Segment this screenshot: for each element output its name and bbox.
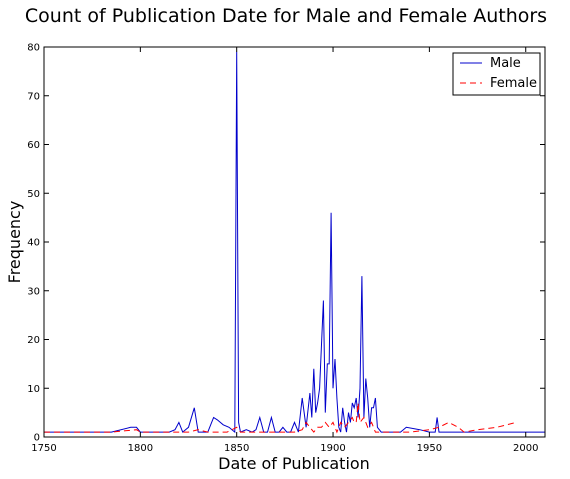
y-tick-label: 20: [27, 335, 40, 346]
plot-area: 1750 1800 1850 1900 1950 2000 0 10 20 30 40 50 60 70 8…: [27, 43, 546, 454]
y-tick-label: 0: [34, 433, 40, 444]
x-tick-label: 1750: [31, 443, 56, 454]
y-tick-label: 50: [27, 189, 40, 200]
series-line-female: [44, 402, 517, 434]
chart-title: Count of Publication Date for Male and F…: [25, 5, 547, 27]
y-tick-label: 40: [27, 238, 40, 249]
x-tick-label: 1850: [224, 443, 249, 454]
x-tick-label: 1900: [320, 443, 345, 454]
x-axis-label: Date of Publication: [218, 454, 370, 473]
legend-label-male: Male: [490, 56, 521, 71]
legend: Male Female: [452, 52, 541, 96]
plot-frame: [43, 46, 546, 438]
legend-label-female: Female: [490, 76, 537, 91]
series-line-male: [44, 51, 545, 434]
x-tick-label: 2000: [513, 443, 538, 454]
legend-frame: [452, 52, 541, 96]
x-tick-label: 1950: [417, 443, 442, 454]
y-axis-label: Frequency: [5, 201, 24, 284]
y-tick-label: 70: [27, 91, 40, 102]
y-tick-label: 30: [27, 286, 40, 297]
x-tick-label: 1800: [128, 443, 153, 454]
y-tick-label: 60: [27, 140, 40, 151]
y-tick-label: 10: [27, 384, 40, 395]
y-tick-label: 80: [27, 43, 40, 54]
